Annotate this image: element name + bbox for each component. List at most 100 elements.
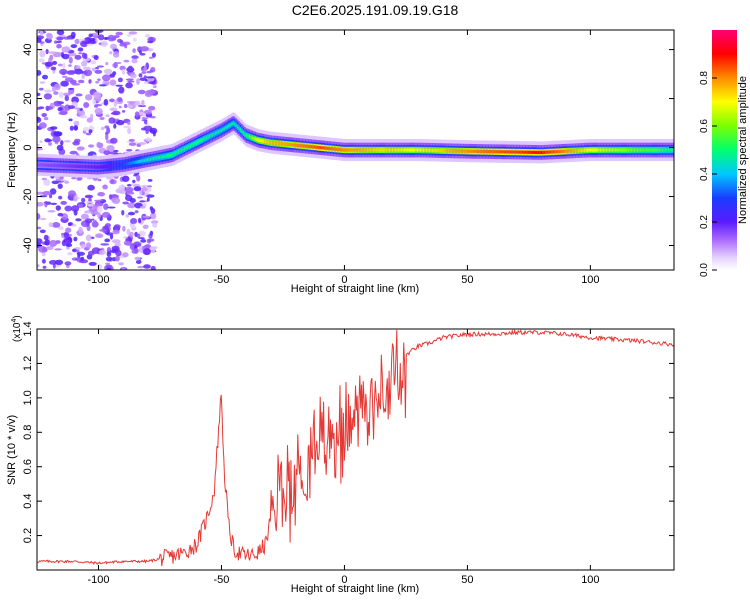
ridge-cell [213,132,216,136]
noise-blob [124,44,128,49]
ridge-cell [498,150,500,154]
ridge-cell [107,164,109,168]
noise-blob [68,105,75,110]
noise-blob [52,135,61,143]
ridge-cell [496,150,499,154]
noise-blob [145,33,151,38]
ridge-cell [514,150,517,154]
noise-blob [39,87,44,91]
ridge-cell [220,128,223,132]
noise-blob [93,55,99,61]
ridge-cell [260,139,263,143]
noise-blob [58,226,64,230]
ridge-cell [95,165,97,169]
ridge-cell [126,162,128,166]
noise-blob [107,34,115,42]
noise-blob [149,246,156,253]
noise-blob [121,267,126,270]
ridge-cell [604,148,607,152]
noise-blob [51,180,60,185]
ridge-cell [138,160,140,164]
noise-blob [113,123,117,129]
ridge-cell [337,147,339,151]
x-tick-label: 0 [341,574,347,586]
noise-blob [104,82,110,85]
ridge-cell [254,137,257,141]
ridge-cell [427,148,430,152]
ridge-cell [368,148,370,152]
noise-blob [105,262,111,265]
ridge-cell [530,150,533,154]
ridge-cell [241,129,244,133]
snr-panel: -100 -50 0 50 100 0.2 0.4 0.6 0.8 1.0 1.2 1.4 Heigh… [6,315,675,595]
noise-blob [88,261,97,266]
ridge-cell [464,149,466,153]
ridge-cell [399,148,401,152]
ridge-cell [509,150,512,154]
ridge-cell [141,159,143,163]
ridge-cell [324,146,326,150]
noise-blob [115,31,123,36]
noise-blob [122,225,126,232]
noise-blob [41,113,47,117]
noise-blob [133,247,139,254]
noise-blob [131,55,139,60]
ridge-cell [312,145,314,149]
noise-blob [48,260,58,265]
noise-blob [78,52,83,55]
ridge-cell [406,148,409,152]
noise-blob [88,144,95,148]
ridge-cell [180,148,183,152]
noise-blob [143,248,151,256]
ridge-cell [551,150,553,154]
noise-blob [48,141,52,146]
ridge-cell [356,148,359,152]
ridge-cell [301,144,304,148]
ridge-cell [294,143,297,147]
noise-blob [123,59,130,63]
noise-blob [57,212,64,217]
ridge-cell [554,150,556,154]
ridge-cell [666,148,669,152]
ridge-cell [419,148,422,152]
ridge-cell [272,141,275,145]
ridge-cell [210,134,213,138]
noise-blob [56,36,64,41]
ridge-cell [455,149,458,153]
ridge-cell [64,164,66,168]
ridge-cell [208,134,211,138]
ridge-cell [396,148,399,152]
noise-blob [121,209,125,216]
noise-blob [69,150,78,155]
ridge-cell [251,136,254,140]
noise-blob [115,84,123,87]
noise-blob [149,212,157,220]
ridge-cell [231,122,233,126]
noise-blob [132,179,136,184]
ridge-cell [418,148,421,152]
ridge-cell [59,164,62,168]
ridge-cell [633,148,636,152]
noise-blob [149,127,158,134]
noise-blob [67,52,77,57]
ridge-cell [233,122,236,126]
ridge-cell [523,150,525,154]
ridge-cell [366,148,369,152]
ridge-cell [425,148,428,152]
y-tick-label: -20 [22,189,34,205]
noise-blob [127,80,135,83]
ridge-cell [440,149,443,153]
ridge-cell [663,148,666,152]
ridge-cell [443,149,446,153]
noise-blob [126,101,136,104]
ridge-cell [591,148,593,152]
ridge-cell [315,145,317,149]
noise-blob [73,120,80,126]
ridge-cell [151,157,154,161]
noise-blob [108,194,113,200]
noise-blob [41,252,46,257]
ridge-cell [321,146,323,150]
noise-blob [132,37,137,42]
ridge-cell [402,148,404,152]
noise-blob [68,118,73,122]
